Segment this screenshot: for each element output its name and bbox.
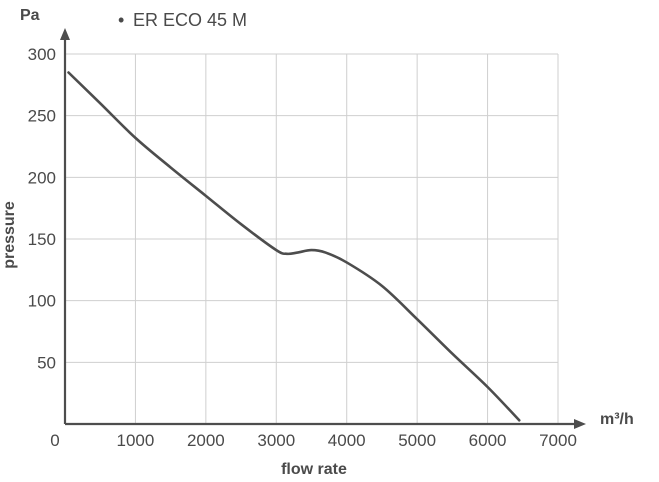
y-tick-label: 100 — [28, 292, 56, 311]
x-tick-label: 0 — [50, 431, 59, 450]
x-tick-labels: 0 1000 2000 3000 4000 5000 6000 7000 — [50, 431, 577, 450]
y-axis-arrow-icon — [60, 28, 70, 40]
x-tick-label: 4000 — [328, 431, 366, 450]
y-tick-label: 50 — [37, 353, 56, 372]
grid-lines — [65, 53, 559, 424]
y-tick-label: 150 — [28, 230, 56, 249]
legend: • ER ECO 45 M — [118, 10, 247, 30]
x-tick-label: 2000 — [187, 431, 225, 450]
series-line-er-eco-45-m — [67, 71, 521, 422]
y-tick-label: 200 — [28, 168, 56, 187]
axes — [60, 28, 586, 429]
legend-label: ER ECO 45 M — [133, 10, 247, 30]
y-axis-title: pressure — [1, 201, 18, 269]
x-axis-arrow-icon — [574, 419, 586, 429]
y-tick-label: 250 — [28, 107, 56, 126]
legend-bullet: • — [118, 10, 124, 30]
x-tick-label: 3000 — [257, 431, 295, 450]
y-tick-labels: 50 100 150 200 250 300 — [28, 45, 56, 372]
x-tick-label: 7000 — [539, 431, 577, 450]
y-tick-label: 300 — [28, 45, 56, 64]
x-tick-label: 1000 — [117, 431, 155, 450]
x-tick-label: 6000 — [469, 431, 507, 450]
y-unit-label: Pa — [20, 7, 40, 24]
x-tick-label: 5000 — [398, 431, 436, 450]
x-axis-title: flow rate — [281, 461, 347, 478]
x-unit-label: m³/h — [600, 411, 634, 428]
